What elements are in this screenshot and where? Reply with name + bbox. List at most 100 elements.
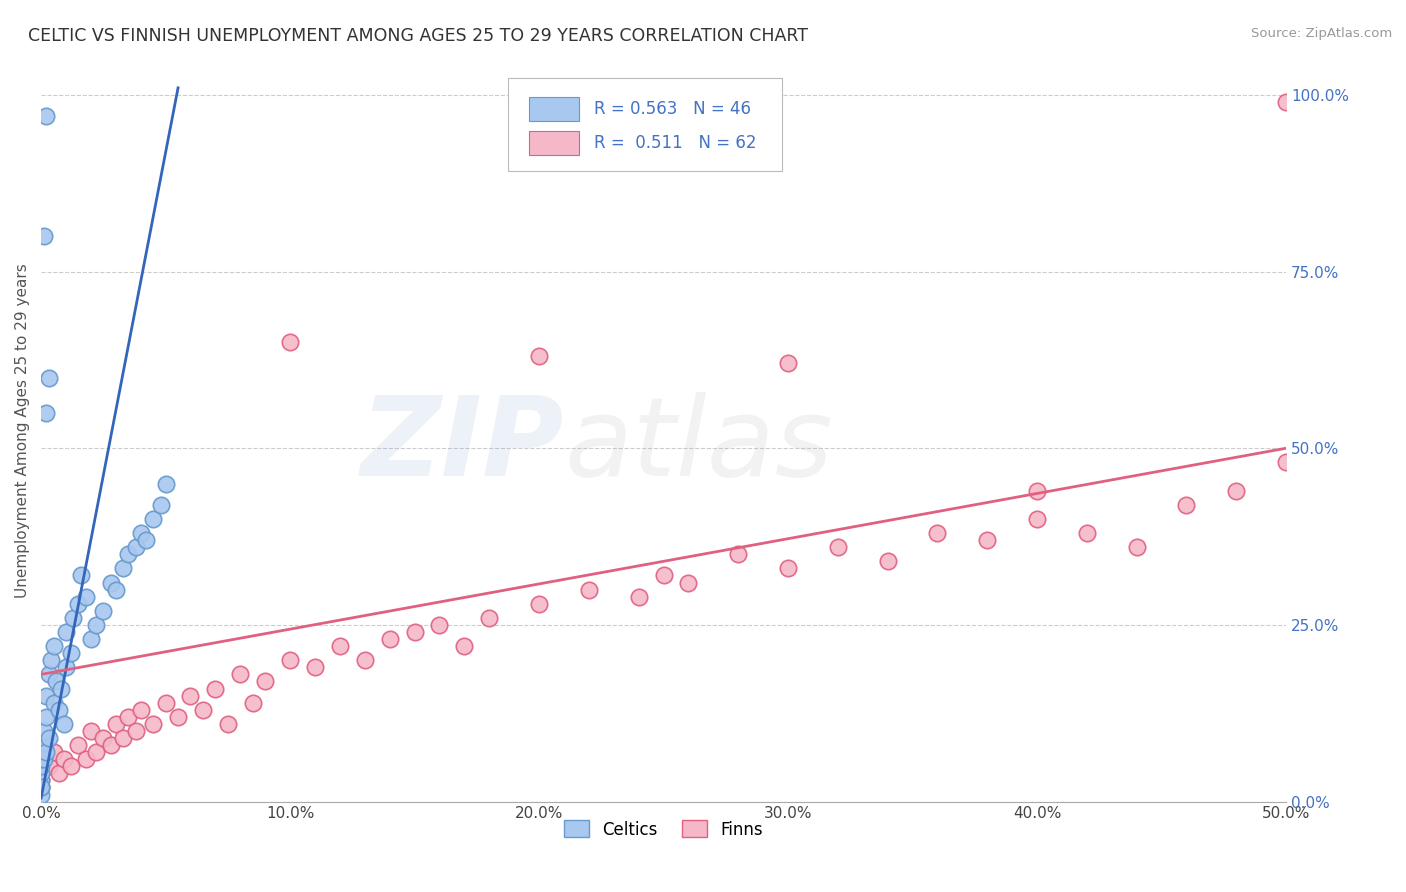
Point — [652, 568, 675, 582]
Point — [478, 611, 501, 625]
Point — [32, 738, 55, 752]
Point — [142, 716, 165, 731]
Point — [278, 335, 301, 350]
Point — [67, 738, 90, 752]
Point — [229, 667, 252, 681]
Point — [93, 731, 115, 745]
Point — [30, 738, 52, 752]
Point — [149, 498, 172, 512]
Point — [1076, 526, 1098, 541]
Point — [627, 590, 650, 604]
Point — [1275, 455, 1298, 469]
Point — [35, 689, 58, 703]
Point — [55, 624, 77, 639]
Point — [827, 540, 849, 554]
Point — [38, 370, 60, 384]
Text: R =  0.511   N = 62: R = 0.511 N = 62 — [593, 135, 756, 153]
Text: R = 0.563   N = 46: R = 0.563 N = 46 — [593, 100, 751, 118]
Point — [527, 350, 550, 364]
Point — [93, 604, 115, 618]
Point — [80, 723, 103, 738]
Legend: Celtics, Finns: Celtics, Finns — [557, 814, 770, 846]
Point — [30, 759, 52, 773]
Point — [1225, 483, 1247, 498]
Point — [30, 780, 52, 795]
Point — [38, 731, 60, 745]
Point — [42, 696, 65, 710]
Point — [49, 681, 72, 696]
Point — [55, 660, 77, 674]
Point — [52, 752, 75, 766]
Point — [35, 710, 58, 724]
Point — [59, 646, 82, 660]
Bar — [529, 131, 579, 155]
Point — [30, 773, 52, 788]
Point — [776, 356, 799, 370]
Point — [104, 716, 127, 731]
Point — [179, 689, 201, 703]
Point — [776, 561, 799, 575]
Point — [1175, 498, 1198, 512]
Point — [84, 618, 107, 632]
Point — [378, 632, 401, 646]
Point — [104, 582, 127, 597]
Point — [112, 561, 135, 575]
Point — [42, 639, 65, 653]
Bar — [529, 97, 579, 121]
Point — [353, 653, 375, 667]
Point — [84, 745, 107, 759]
Point — [52, 716, 75, 731]
Point — [38, 667, 60, 681]
Point — [976, 533, 998, 548]
Point — [242, 696, 264, 710]
Point — [329, 639, 352, 653]
Point — [278, 653, 301, 667]
Text: Source: ZipAtlas.com: Source: ZipAtlas.com — [1251, 27, 1392, 40]
Point — [30, 773, 52, 788]
Point — [80, 632, 103, 646]
Point — [129, 526, 152, 541]
Point — [678, 575, 700, 590]
Point — [48, 766, 70, 780]
Y-axis label: Unemployment Among Ages 25 to 29 years: Unemployment Among Ages 25 to 29 years — [15, 263, 30, 598]
Point — [876, 554, 898, 568]
Point — [1125, 540, 1147, 554]
Point — [35, 406, 58, 420]
Point — [35, 109, 58, 123]
Point — [155, 696, 177, 710]
Point — [155, 476, 177, 491]
Point — [75, 590, 97, 604]
Text: CELTIC VS FINNISH UNEMPLOYMENT AMONG AGES 25 TO 29 YEARS CORRELATION CHART: CELTIC VS FINNISH UNEMPLOYMENT AMONG AGE… — [28, 27, 808, 45]
Point — [30, 766, 52, 780]
Point — [527, 597, 550, 611]
Point — [927, 526, 949, 541]
Point — [30, 788, 52, 802]
Point — [38, 759, 60, 773]
Point — [30, 780, 52, 795]
Point — [30, 766, 52, 780]
Point — [125, 723, 148, 738]
Point — [1026, 483, 1049, 498]
Point — [48, 703, 70, 717]
Point — [453, 639, 475, 653]
Point — [404, 624, 426, 639]
Point — [75, 752, 97, 766]
Point — [191, 703, 214, 717]
Point — [32, 723, 55, 738]
Point — [142, 512, 165, 526]
Point — [125, 540, 148, 554]
Point — [429, 618, 451, 632]
Point — [204, 681, 226, 696]
Point — [100, 738, 122, 752]
Point — [30, 752, 52, 766]
Text: atlas: atlas — [564, 392, 832, 499]
Point — [42, 745, 65, 759]
Point — [117, 710, 139, 724]
Point — [578, 582, 600, 597]
Point — [32, 752, 55, 766]
Point — [45, 674, 67, 689]
Point — [129, 703, 152, 717]
Point — [727, 547, 749, 561]
Text: ZIP: ZIP — [360, 392, 564, 499]
FancyBboxPatch shape — [508, 78, 782, 171]
